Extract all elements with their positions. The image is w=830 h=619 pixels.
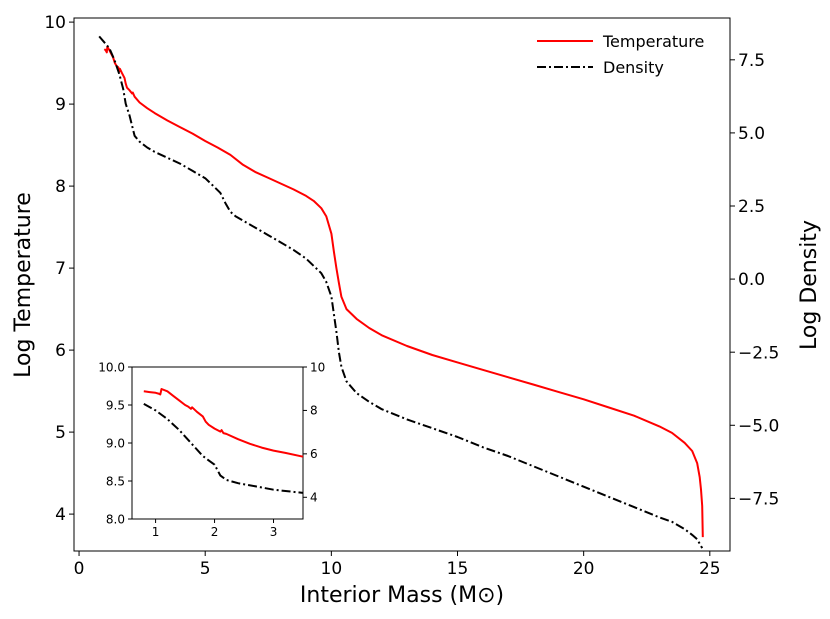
y-left-tick-label: 4 bbox=[55, 505, 66, 525]
y-right-tick-label: −5.0 bbox=[738, 416, 779, 436]
y-right-tick-label: 7.5 bbox=[738, 51, 765, 71]
x-tick-label: 25 bbox=[699, 559, 721, 579]
series-line-temperature bbox=[143, 388, 304, 458]
main-x-ticks: 0 5 10 15 20 25 bbox=[74, 551, 721, 579]
main-y-ticks-right: −7.5 −5.0 −2.5 0.0 2.5 5.0 7.5 bbox=[730, 51, 779, 509]
inset-y-ticks-right: 4 6 8 10 bbox=[303, 360, 325, 505]
inset-x-ticks: 1 2 3 bbox=[152, 519, 278, 539]
y-left-tick-label: 9.5 bbox=[106, 398, 125, 412]
y-left-tick-label: 10.0 bbox=[98, 360, 125, 374]
y-right-tick-label: 8 bbox=[310, 404, 318, 418]
y-axis-label-left: Log Temperature bbox=[11, 192, 36, 378]
x-tick-label: 20 bbox=[573, 559, 595, 579]
x-tick-label: 2 bbox=[211, 525, 219, 539]
y-right-tick-label: 10 bbox=[310, 360, 325, 374]
main-series bbox=[98, 35, 704, 549]
legend-label-density: Density bbox=[603, 58, 664, 77]
y-right-tick-label: −2.5 bbox=[738, 343, 779, 363]
inset-y-ticks-left: 8.0 8.5 9.0 9.5 10.0 bbox=[98, 360, 132, 526]
y-right-tick-label: −7.5 bbox=[738, 489, 779, 509]
y-left-tick-label: 9 bbox=[55, 95, 66, 115]
main-plot-frame bbox=[73, 17, 731, 552]
y-left-tick-label: 10 bbox=[44, 13, 66, 33]
x-axis-label: Interior Mass (M⊙) bbox=[300, 583, 504, 608]
y-left-tick-label: 5 bbox=[55, 423, 66, 443]
inset-series bbox=[143, 388, 304, 494]
y-left-tick-label: 8.5 bbox=[106, 474, 125, 488]
main-plot: 0 5 10 15 20 25 4 5 6 7 8 9 10 −7.5 −5.0 −2.5 0.0 2.5 5.… bbox=[11, 13, 822, 608]
y-left-tick-label: 9.0 bbox=[106, 436, 125, 450]
y-right-tick-label: 5.0 bbox=[738, 124, 765, 144]
y-left-tick-label: 6 bbox=[55, 341, 66, 361]
y-left-tick-label: 8 bbox=[55, 177, 66, 197]
x-tick-label: 10 bbox=[321, 559, 343, 579]
x-tick-label: 15 bbox=[447, 559, 469, 579]
series-line-temperature bbox=[103, 45, 704, 538]
x-tick-label: 3 bbox=[270, 525, 278, 539]
legend-label-temperature: Temperature bbox=[602, 32, 704, 51]
x-tick-label: 0 bbox=[74, 559, 85, 579]
y-right-tick-label: 4 bbox=[310, 491, 318, 505]
y-left-tick-label: 8.0 bbox=[106, 512, 125, 526]
y-axis-label-right: Log Density bbox=[797, 220, 822, 350]
main-y-ticks-left: 4 5 6 7 8 9 10 bbox=[44, 13, 74, 525]
x-tick-label: 5 bbox=[200, 559, 211, 579]
y-left-tick-label: 7 bbox=[55, 259, 66, 279]
legend: Temperature Density bbox=[537, 32, 704, 77]
y-right-tick-label: 2.5 bbox=[738, 197, 765, 217]
series-line-density bbox=[143, 403, 304, 494]
inset-plot-background bbox=[132, 367, 303, 519]
inset-plot: 1 2 3 8.0 8.5 9.0 9.5 10.0 4 6 8 10 bbox=[98, 360, 325, 539]
y-right-tick-label: 0.0 bbox=[738, 270, 765, 290]
y-right-tick-label: 6 bbox=[310, 447, 318, 461]
x-tick-label: 1 bbox=[152, 525, 160, 539]
